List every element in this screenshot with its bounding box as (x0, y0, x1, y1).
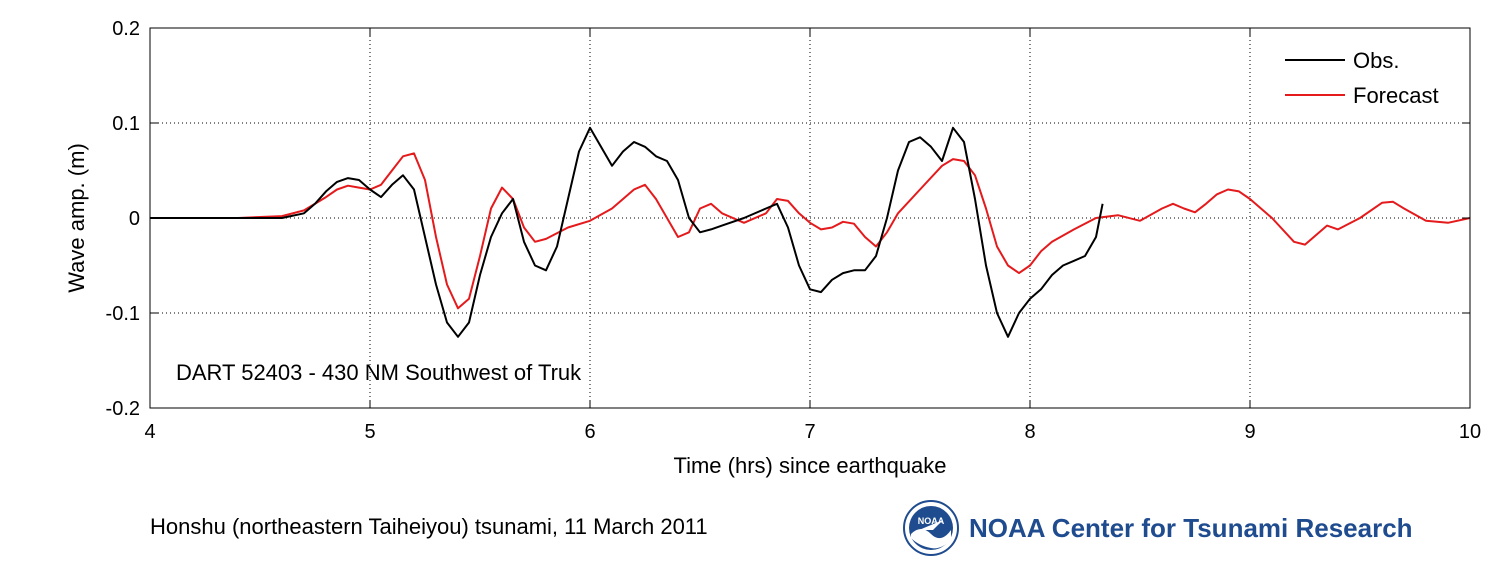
org-name: NOAA Center for Tsunami Research (969, 512, 1413, 543)
series-lines (150, 126, 1471, 338)
y-axis-label: Wave amp. (m) (64, 143, 89, 293)
y-tick-label: -0.1 (106, 303, 140, 325)
x-tick-label: 4 (144, 421, 155, 443)
tsunami-chart: 4 5 6 7 8 9 10 -0.2 -0.1 0 0.1 0.2 Time (hrs) since… (64, 18, 1482, 478)
noaa-logo-icon: NOAA (903, 500, 959, 556)
event-caption: Honshu (northeastern Taiheiyou) tsunami,… (150, 514, 708, 539)
series-line-obs (150, 126, 1104, 338)
y-tick-label: 0.2 (112, 18, 140, 40)
station-annotation: DART 52403 - 430 NM Southwest of Truk (176, 360, 582, 385)
axis-ticks: 4 5 6 7 8 9 10 -0.2 -0.1 0 0.1 0.2 (106, 18, 1482, 443)
y-tick-label: 0.1 (112, 113, 140, 135)
y-tick-label: 0 (129, 208, 140, 230)
y-tick-label: -0.2 (106, 398, 140, 420)
org-branding: NOAA NOAA Center for Tsunami Research (903, 500, 1413, 556)
x-tick-label: 6 (584, 421, 595, 443)
grid-lines (150, 28, 1470, 408)
noaa-logo-text: NOAA (918, 516, 945, 526)
x-tick-label: 5 (364, 421, 375, 443)
x-tick-label: 7 (804, 421, 815, 443)
series-line-forecast (150, 152, 1471, 310)
x-tick-label: 8 (1024, 421, 1035, 443)
legend: Obs. Forecast (1285, 48, 1439, 108)
x-axis-label: Time (hrs) since earthquake (673, 453, 946, 478)
legend-label-obs: Obs. (1353, 48, 1399, 73)
x-tick-label: 9 (1244, 421, 1255, 443)
x-tick-label: 10 (1459, 421, 1481, 443)
legend-label-forecast: Forecast (1353, 83, 1439, 108)
